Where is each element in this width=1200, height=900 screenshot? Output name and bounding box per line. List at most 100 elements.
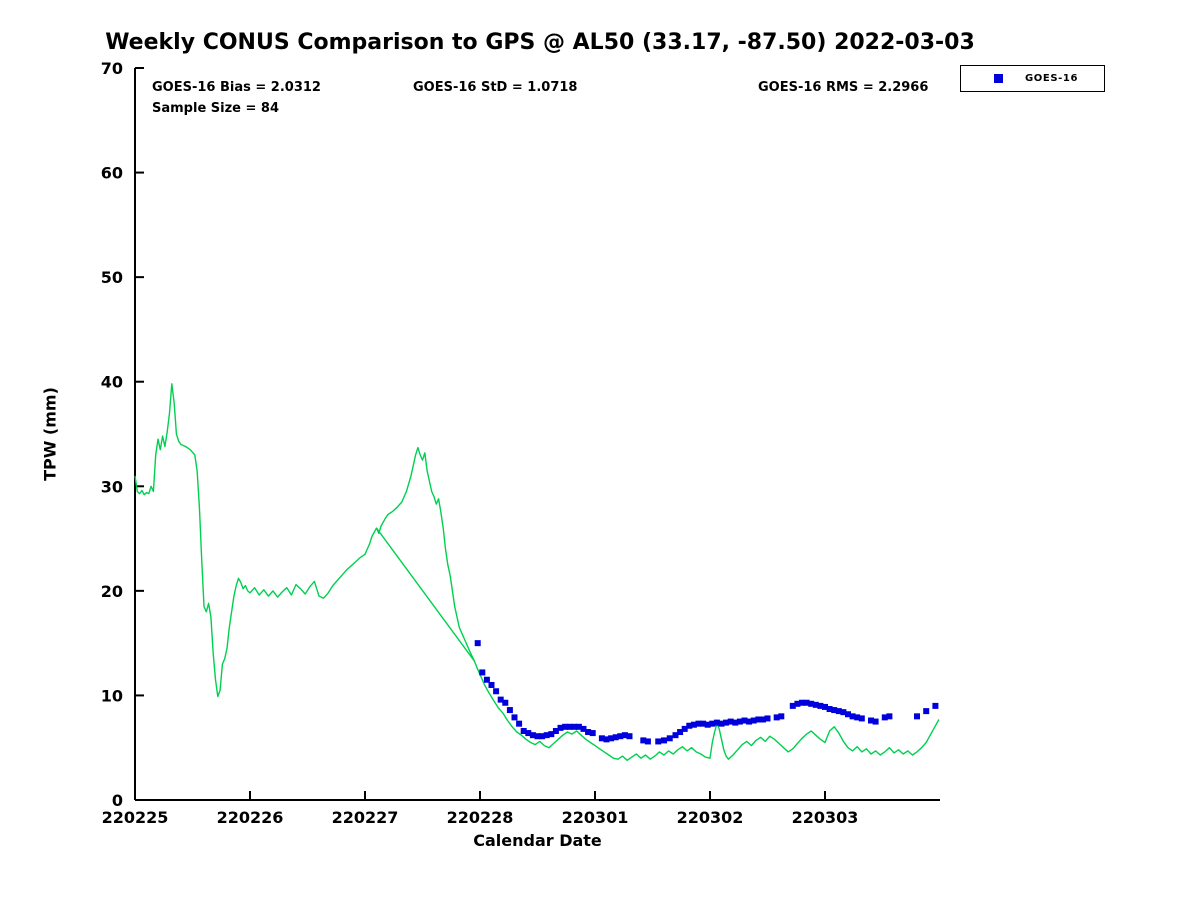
series-point-goes-16 (493, 688, 500, 695)
series-point-goes-16 (817, 702, 824, 709)
series-line-gps-gap-segment (375, 527, 475, 662)
series-point-goes-16 (525, 730, 532, 737)
series-point-goes-16 (690, 721, 697, 728)
series-point-goes-16 (808, 700, 815, 707)
series-point-goes-16 (881, 714, 888, 721)
legend-label: GOES-16 (1025, 73, 1079, 84)
x-axis-label: Calendar Date (473, 831, 602, 850)
series-point-goes-16 (520, 727, 527, 734)
series-point-goes-16 (759, 716, 766, 723)
series-point-goes-16 (700, 720, 707, 727)
x-tick-label: 220226 (217, 808, 284, 827)
series-point-goes-16 (727, 718, 734, 725)
series-point-goes-16 (655, 738, 662, 745)
series-point-goes-16 (566, 723, 573, 730)
series-point-goes-16 (474, 640, 481, 647)
series-point-goes-16 (845, 711, 851, 718)
series-point-goes-16 (640, 737, 647, 744)
series-point-goes-16 (580, 725, 587, 732)
series-point-goes-16 (677, 729, 684, 736)
series-point-goes-16 (608, 735, 615, 742)
series-point-goes-16 (644, 738, 651, 745)
y-tick-label: 30 (101, 477, 123, 496)
y-tick-label: 50 (101, 268, 123, 287)
series-point-goes-16 (548, 731, 555, 738)
series-point-goes-16 (589, 730, 596, 737)
series-point-goes-16 (826, 706, 833, 713)
y-tick-label: 0 (112, 791, 123, 810)
series-point-goes-16 (718, 720, 725, 727)
series-point-goes-16 (822, 703, 828, 710)
stat-rms: GOES-16 RMS = 2.2966 (758, 80, 929, 95)
series-point-goes-16 (516, 720, 523, 727)
series-point-goes-16 (812, 701, 819, 708)
series-point-goes-16 (755, 716, 762, 723)
stat-bias: GOES-16 Bias = 2.0312 (152, 80, 321, 95)
series-point-goes-16 (831, 707, 838, 714)
series-point-goes-16 (681, 725, 688, 732)
series-point-goes-16 (854, 714, 861, 721)
series-point-goes-16 (764, 715, 771, 722)
series-point-goes-16 (621, 732, 628, 739)
series-point-goes-16 (835, 708, 842, 715)
series-point-goes-16 (529, 732, 536, 739)
series-point-goes-16 (923, 708, 930, 715)
series-point-goes-16 (868, 717, 874, 724)
series-point-goes-16 (506, 707, 513, 714)
series-line-gps (134, 383, 940, 761)
series-point-goes-16 (709, 720, 716, 727)
series-point-goes-16 (746, 718, 753, 725)
series-point-goes-16 (858, 715, 865, 722)
series-point-goes-16 (695, 720, 702, 727)
y-tick-label: 70 (101, 59, 123, 78)
series-point-goes-16 (661, 737, 667, 744)
x-tick-label: 220302 (677, 808, 744, 827)
series-point-goes-16 (575, 723, 582, 730)
series-point-goes-16 (539, 733, 546, 740)
series-point-goes-16 (585, 729, 592, 736)
series-point-goes-16 (612, 734, 619, 741)
x-tick-label: 220301 (562, 808, 629, 827)
legend: GOES-16 (960, 65, 1105, 92)
series-point-goes-16 (686, 722, 693, 729)
series-point-goes-16 (803, 699, 810, 706)
stat-sample-size: Sample Size = 84 (152, 101, 280, 116)
y-tick-label: 60 (101, 164, 123, 183)
series-point-goes-16 (713, 719, 720, 726)
series-point-goes-16 (617, 733, 624, 740)
series-point-goes-16 (732, 719, 739, 726)
series-point-goes-16 (750, 717, 757, 724)
series-point-goes-16 (488, 681, 495, 688)
series-point-goes-16 (479, 669, 486, 676)
x-tick-label: 220225 (102, 808, 169, 827)
legend-marker-square-icon (994, 74, 1003, 83)
series-point-goes-16 (672, 732, 679, 739)
y-tick-label: 20 (101, 582, 123, 601)
y-tick-label: 40 (101, 373, 123, 392)
series-point-goes-16 (932, 702, 939, 709)
y-tick-label: 10 (101, 686, 123, 705)
series-point-goes-16 (794, 700, 801, 707)
series-point-goes-16 (789, 702, 796, 709)
series-point-goes-16 (552, 727, 559, 734)
series-point-goes-16 (502, 699, 509, 706)
series-point-goes-16 (511, 714, 518, 721)
x-tick-label: 220227 (332, 808, 399, 827)
series-point-goes-16 (626, 733, 633, 740)
series-point-goes-16 (773, 714, 780, 721)
series-point-goes-16 (571, 723, 578, 730)
chart-title: Weekly CONUS Comparison to GPS @ AL50 (3… (105, 30, 975, 55)
series-point-goes-16 (872, 718, 879, 725)
series-point-goes-16 (736, 718, 743, 725)
series-point-goes-16 (557, 724, 564, 731)
series-point-goes-16 (598, 735, 605, 742)
stat-std: GOES-16 StD = 1.0718 (413, 80, 578, 95)
x-tick-label: 220228 (447, 808, 514, 827)
series-point-goes-16 (778, 713, 785, 720)
series-point-goes-16 (886, 713, 893, 720)
series-point-goes-16 (603, 736, 610, 743)
series-point-goes-16 (723, 719, 730, 726)
series-point-goes-16 (799, 699, 805, 706)
series-point-goes-16 (562, 723, 569, 730)
